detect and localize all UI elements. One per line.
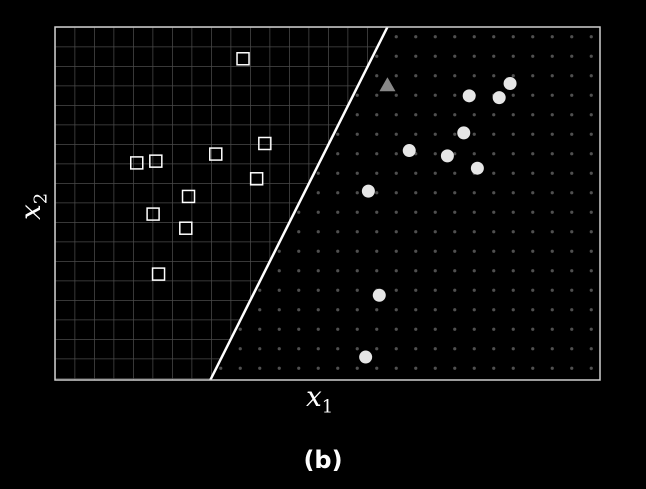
circle-point-1 xyxy=(492,91,506,105)
square-point-4 xyxy=(249,172,264,186)
circle-point-6 xyxy=(470,161,484,175)
circle-point-3 xyxy=(457,126,471,140)
data-points xyxy=(130,52,517,364)
square-point-9 xyxy=(151,267,166,281)
circle-point-4 xyxy=(402,144,416,158)
plot-frame xyxy=(54,26,601,381)
square-point-1 xyxy=(130,156,144,170)
region-right-dots xyxy=(210,27,600,380)
circle-point-5 xyxy=(440,149,454,163)
square-point-8 xyxy=(179,221,193,235)
circle-point-8 xyxy=(372,288,386,302)
square-point-6 xyxy=(181,189,196,204)
square-point-7 xyxy=(146,207,160,221)
square-point-3 xyxy=(209,147,223,161)
square-point-5 xyxy=(258,136,272,151)
circle-point-7 xyxy=(361,184,375,198)
circle-point-0 xyxy=(503,76,517,90)
y-axis-label: x2 xyxy=(14,192,52,220)
square-point-0 xyxy=(236,52,250,66)
circle-point-9 xyxy=(359,350,373,364)
figure-caption: (b) xyxy=(303,446,343,474)
circle-point-2 xyxy=(462,89,476,103)
decision-boundary xyxy=(209,26,389,381)
triangle-point-0 xyxy=(379,77,396,92)
region-left-grid xyxy=(55,27,388,380)
square-point-2 xyxy=(149,154,163,168)
x-axis-label: x1 xyxy=(306,380,334,418)
